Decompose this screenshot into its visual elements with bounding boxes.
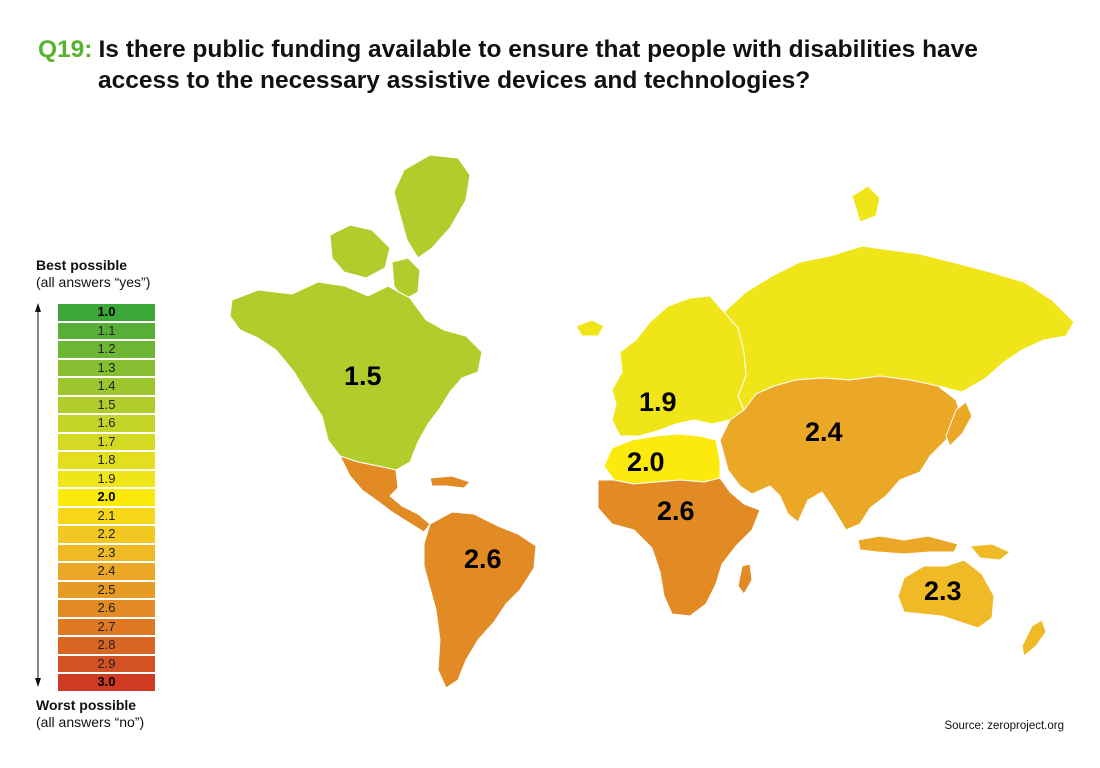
region-southeast-asia-islands[interactable]: [857, 535, 959, 555]
region-novaya-zemlya[interactable]: [851, 185, 881, 223]
legend-best-subtitle: (all answers “yes”): [36, 274, 151, 290]
legend-swatch: 2.1: [58, 507, 155, 524]
legend-worst-subtitle: (all answers “no”): [36, 714, 145, 730]
legend-swatch: 2.2: [58, 526, 155, 543]
legend-swatch: 2.5: [58, 581, 155, 598]
legend-worst-label: Worst possible (all answers “no”): [36, 697, 144, 731]
region-label-latin-america: 2.6: [464, 544, 502, 574]
region-baffin-island[interactable]: [391, 257, 421, 301]
legend-swatch: 2.7: [58, 618, 155, 635]
legend-swatch: 2.8: [58, 637, 155, 654]
region-central-america[interactable]: [339, 455, 431, 533]
source-credit: Source: zeroproject.org: [944, 720, 1064, 732]
legend-worst-title: Worst possible: [36, 697, 137, 713]
region-label-asia: 2.4: [805, 417, 843, 447]
region-sub-saharan-africa[interactable]: [597, 477, 761, 617]
legend-swatch: 1.6: [58, 415, 155, 432]
legend-best-title: Best possible: [36, 257, 128, 273]
legend-swatch: 1.4: [58, 378, 155, 395]
question-number: Q19:: [38, 36, 93, 63]
region-new-zealand[interactable]: [1021, 619, 1047, 657]
legend-swatch: 1.1: [58, 322, 155, 339]
legend-swatch: 1.3: [58, 359, 155, 376]
region-asia[interactable]: [719, 375, 963, 531]
legend-swatch: 1.7: [58, 433, 155, 450]
region-iceland[interactable]: [575, 319, 605, 337]
region-south-america[interactable]: [423, 511, 537, 689]
region-label-sub-saharan-africa: 2.6: [657, 496, 695, 526]
region-greenland[interactable]: [393, 154, 471, 259]
legend-swatch: 2.9: [58, 655, 155, 672]
region-arctic-islands[interactable]: [329, 224, 391, 279]
region-madagascar[interactable]: [737, 563, 753, 595]
region-europe[interactable]: [611, 295, 747, 437]
legend-swatch: 1.5: [58, 396, 155, 413]
title-line-1: Q19: Is there public funding available to…: [38, 34, 1078, 65]
chart-title: Q19: Is there public funding available to…: [38, 34, 1078, 96]
region-papua-new-guinea[interactable]: [969, 543, 1011, 561]
legend-swatch: 1.9: [58, 470, 155, 487]
legend-swatch: 2.3: [58, 544, 155, 561]
region-label-north-america: 1.5: [344, 361, 382, 391]
legend-best-label: Best possible (all answers “yes”): [36, 257, 150, 291]
legend-swatch: 1.0: [58, 304, 155, 321]
region-label-oceania: 2.3: [924, 576, 962, 606]
legend-color-scale: 1.0 1.1 1.2 1.3 1.4 1.5 1.6 1.7 1.8 1.9 2.0 2.1 2.2 2…: [58, 304, 155, 693]
question-text-line-2: access to the necessary assistive device…: [98, 67, 811, 94]
legend-swatch: 1.2: [58, 341, 155, 358]
region-label-north-africa: 2.0: [627, 447, 665, 477]
legend-swatch: 3.0: [58, 674, 155, 691]
region-north-america-mainland[interactable]: [229, 281, 483, 471]
question-text-line-1: Is there public funding available to ens…: [98, 36, 978, 63]
legend-swatch: 2.6: [58, 600, 155, 617]
region-label-europe: 1.9: [639, 387, 677, 417]
region-australia[interactable]: [897, 559, 995, 629]
legend-swatch: 2.0: [58, 489, 155, 506]
legend-swatch: 2.4: [58, 563, 155, 580]
region-japan[interactable]: [945, 401, 973, 447]
region-caribbean[interactable]: [429, 475, 471, 489]
legend-swatch: 1.8: [58, 452, 155, 469]
